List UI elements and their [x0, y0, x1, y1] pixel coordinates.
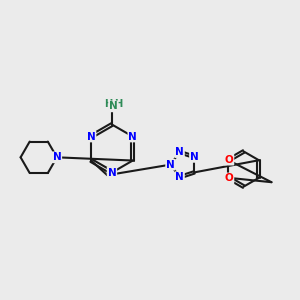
- Text: H: H: [114, 99, 122, 109]
- Text: N: N: [52, 152, 61, 162]
- Text: O: O: [225, 155, 233, 165]
- Text: N: N: [175, 147, 184, 157]
- Text: N: N: [109, 101, 118, 111]
- Text: N: N: [166, 160, 175, 170]
- Text: O: O: [225, 173, 233, 183]
- Text: N: N: [87, 131, 95, 142]
- Text: N: N: [128, 131, 137, 142]
- Text: N: N: [108, 167, 116, 178]
- Text: H: H: [104, 99, 112, 109]
- Text: N: N: [190, 152, 199, 162]
- Text: N: N: [175, 172, 184, 182]
